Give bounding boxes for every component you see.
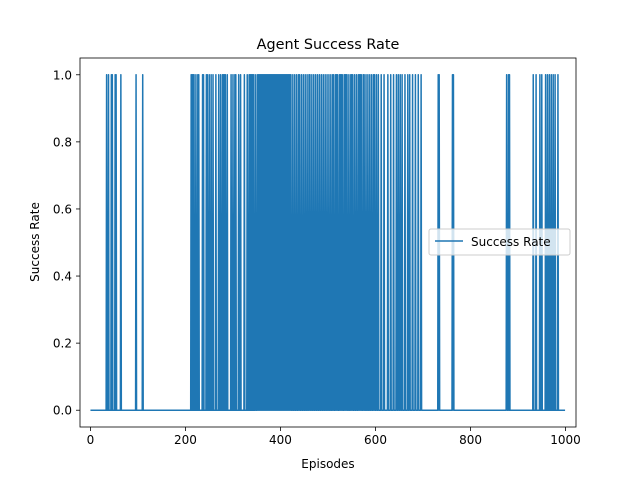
x-tick-label: 600 — [364, 433, 387, 447]
x-tick-label: 200 — [174, 433, 197, 447]
series-line-success-rate — [90, 74, 566, 411]
y-tick-label: 0.6 — [53, 202, 72, 216]
legend-label: Success Rate — [471, 235, 551, 249]
plot-area — [79, 57, 577, 428]
x-axis-label: Episodes — [301, 457, 354, 471]
legend: Success Rate — [428, 228, 571, 256]
y-axis-ticks: 0.0 0.2 0.4 0.6 0.8 1.0 — [53, 68, 80, 418]
legend-frame — [428, 228, 571, 256]
chart-title: Agent Success Rate — [257, 37, 400, 53]
y-tick-label: 0.0 — [53, 404, 72, 418]
y-tick-label: 0.2 — [53, 337, 72, 351]
x-axis-ticks: 0 200 400 600 800 1000 — [87, 427, 581, 447]
y-axis-label: Success Rate — [28, 202, 42, 282]
y-tick-label: 0.8 — [53, 135, 72, 149]
y-tick-label: 0.4 — [53, 270, 72, 284]
x-tick-label: 400 — [269, 433, 292, 447]
axes-frame — [79, 57, 577, 428]
x-tick-label: 0 — [87, 433, 95, 447]
series-layer — [90, 74, 566, 411]
x-tick-label: 800 — [459, 433, 482, 447]
x-tick-label: 1000 — [550, 433, 581, 447]
y-tick-label: 1.0 — [53, 68, 72, 82]
